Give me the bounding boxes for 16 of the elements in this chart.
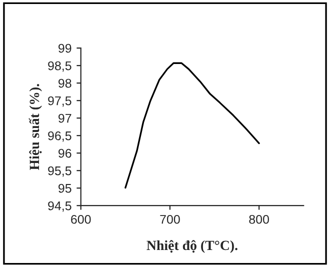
x-axis-title: Nhiệt độ (T°C). bbox=[146, 240, 238, 253]
x-tick-label: 700 bbox=[160, 214, 180, 224]
line-series bbox=[124, 62, 260, 189]
y-tick-label: 97 bbox=[58, 114, 72, 123]
y-tick-label: 96 bbox=[58, 148, 72, 158]
y-tick-label: 94,5 bbox=[48, 201, 72, 212]
x-tick-label: 600 bbox=[71, 214, 91, 224]
y-tick-label: 95 bbox=[58, 184, 72, 193]
x-tick-label: 800 bbox=[249, 214, 269, 224]
y-tick-label: 99 bbox=[58, 44, 72, 53]
y-tick-label: 96,5 bbox=[48, 131, 72, 142]
y-tick-label: 98 bbox=[58, 78, 72, 88]
y-axis-title: Hiệu suất (%). bbox=[28, 84, 42, 170]
y-tick-label: 98,5 bbox=[48, 61, 72, 72]
y-tick-label: 95,5 bbox=[48, 166, 72, 177]
y-tick-label: 97,5 bbox=[48, 96, 72, 107]
